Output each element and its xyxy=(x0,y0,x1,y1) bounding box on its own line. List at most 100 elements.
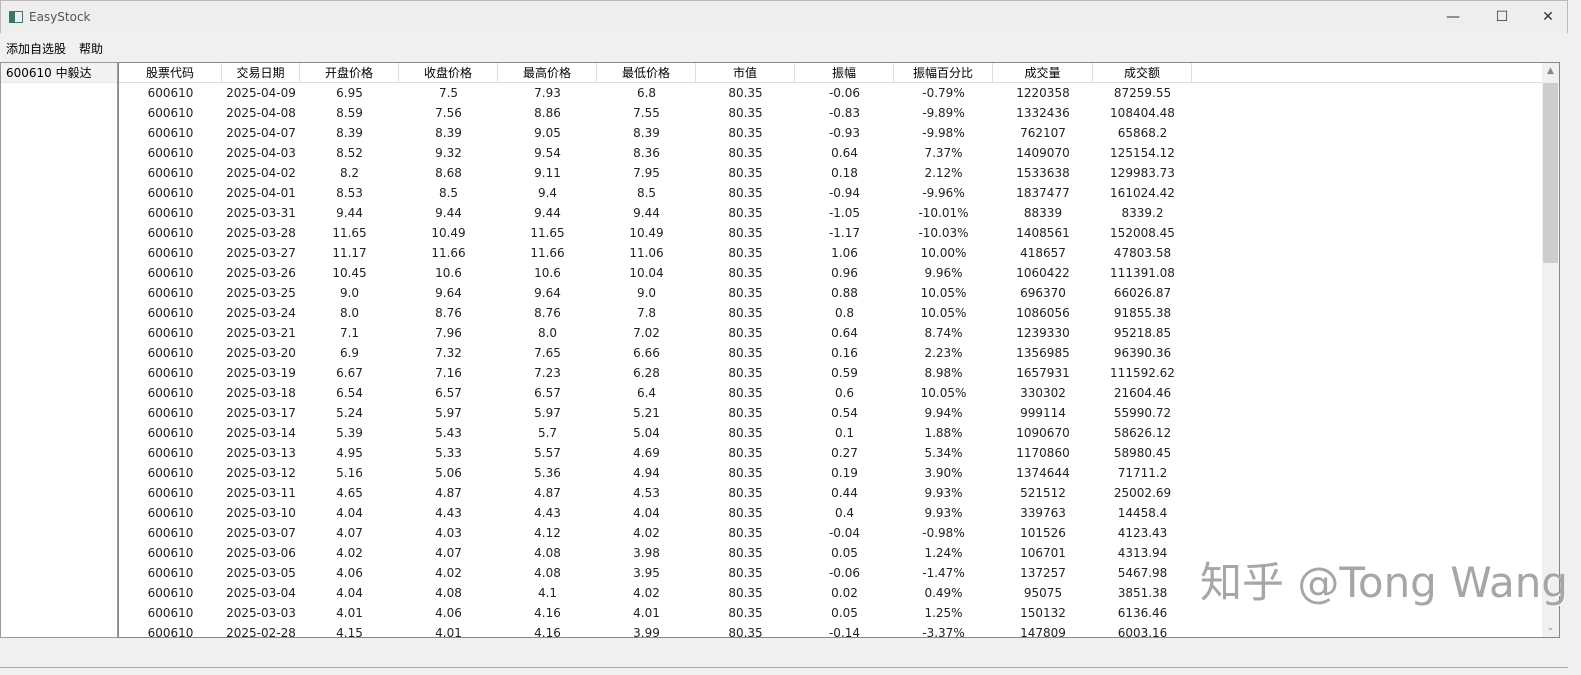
column-header[interactable]: 交易日期 xyxy=(222,63,300,83)
vertical-scrollbar[interactable]: ▲ ⌄ xyxy=(1542,63,1559,637)
table-cell: -1.17 xyxy=(828,226,861,240)
table-row[interactable]: 600610 2025-03-13 4.95 5.33 5.57 4.69 80.35 0.2… xyxy=(119,443,1543,463)
table-cell: 4.01 xyxy=(633,606,660,620)
table-cell: -1.05 xyxy=(828,206,861,220)
table-cell: 8.86 xyxy=(534,106,561,120)
table-cell: 600610 xyxy=(147,466,194,480)
column-header[interactable]: 振幅百分比 xyxy=(894,63,993,83)
column-header[interactable]: 成交量 xyxy=(993,63,1093,83)
table-row[interactable]: 600610 2025-03-26 10.45 10.6 10.6 10.04 80.35 0… xyxy=(119,263,1543,283)
table-row[interactable]: 600610 2025-03-05 4.06 4.02 4.08 3.95 80.35 -0.… xyxy=(119,563,1543,583)
table-cell: 71711.2 xyxy=(1117,466,1168,480)
table-cell: 111592.62 xyxy=(1110,366,1175,380)
table-row[interactable]: 600610 2025-04-08 8.59 7.56 8.86 7.55 80.35 -0.… xyxy=(119,103,1543,123)
column-header[interactable]: 成交额 xyxy=(1093,63,1192,83)
table-cell: 7.23 xyxy=(534,366,561,380)
table-cell: 137257 xyxy=(1020,566,1066,580)
table-cell: 1220358 xyxy=(1016,86,1070,100)
table-cell: 2025-03-14 xyxy=(226,426,296,440)
stock-list-item[interactable]: 600610 中毅达 xyxy=(1,63,117,83)
table-row[interactable]: 600610 2025-03-18 6.54 6.57 6.57 6.4 80.35 0.6 1… xyxy=(119,383,1543,403)
table-row[interactable]: 600610 2025-04-02 8.2 8.68 9.11 7.95 80.35 0.18… xyxy=(119,163,1543,183)
table-cell: 600610 xyxy=(147,586,194,600)
table-cell: 8.98% xyxy=(924,366,963,380)
table-row[interactable]: 600610 2025-03-11 4.65 4.87 4.87 4.53 80.35 0.4… xyxy=(119,483,1543,503)
table-row[interactable]: 600610 2025-03-28 11.65 10.49 11.65 10.49 80.3… xyxy=(119,223,1543,243)
table-cell: 80.35 xyxy=(728,306,763,320)
table-row[interactable]: 600610 2025-03-06 4.02 4.07 4.08 3.98 80.35 0.0… xyxy=(119,543,1543,563)
table-cell: 4.01 xyxy=(336,606,363,620)
table-cell: 4.01 xyxy=(435,626,462,638)
table-cell: 1086056 xyxy=(1016,306,1070,320)
table-cell: 5.06 xyxy=(435,466,462,480)
column-header[interactable]: 开盘价格 xyxy=(300,63,399,83)
table-row[interactable]: 600610 2025-03-17 5.24 5.97 5.97 5.21 80.35 0.5… xyxy=(119,403,1543,423)
table-row[interactable]: 600610 2025-03-14 5.39 5.43 5.7 5.04 80.35 0.1 1… xyxy=(119,423,1543,443)
table-cell: 2025-03-31 xyxy=(226,206,296,220)
table-cell: 10.05% xyxy=(920,286,967,300)
table-row[interactable]: 600610 2025-03-20 6.9 7.32 7.65 6.66 80.35 0.16… xyxy=(119,343,1543,363)
table-cell: 9.96% xyxy=(924,266,963,280)
table-row[interactable]: 600610 2025-03-21 7.1 7.96 8.0 7.02 80.35 0.64 8… xyxy=(119,323,1543,343)
table-cell: 5.97 xyxy=(435,406,462,420)
table-row[interactable]: 600610 2025-03-10 4.04 4.43 4.43 4.04 80.35 0.4… xyxy=(119,503,1543,523)
table-cell: 0.64 xyxy=(831,146,858,160)
column-header[interactable]: 振幅 xyxy=(795,63,894,83)
table-row[interactable]: 600610 2025-03-12 5.16 5.06 5.36 4.94 80.35 0.1… xyxy=(119,463,1543,483)
table-row[interactable]: 600610 2025-03-19 6.67 7.16 7.23 6.28 80.35 0.5… xyxy=(119,363,1543,383)
table-cell: 0.44 xyxy=(831,486,858,500)
table-cell: 80.35 xyxy=(728,126,763,140)
table-cell: 11.66 xyxy=(530,246,565,260)
table-cell: 600610 xyxy=(147,186,194,200)
minimize-button[interactable]: — xyxy=(1446,9,1460,25)
table-row[interactable]: 600610 2025-04-07 8.39 8.39 9.05 8.39 80.35 -0.… xyxy=(119,123,1543,143)
table-cell: 3851.38 xyxy=(1117,586,1168,600)
column-header[interactable]: 最低价格 xyxy=(597,63,696,83)
table-cell: 2025-03-12 xyxy=(226,466,296,480)
table-row[interactable]: 600610 2025-03-04 4.04 4.08 4.1 4.02 80.35 0.02… xyxy=(119,583,1543,603)
table-cell: 6.66 xyxy=(633,346,660,360)
table-cell: 4.06 xyxy=(435,606,462,620)
table-cell: 7.55 xyxy=(633,106,660,120)
table-cell: 47803.58 xyxy=(1113,246,1172,260)
table-cell: 339763 xyxy=(1020,506,1066,520)
column-header[interactable]: 股票代码 xyxy=(119,63,222,83)
table-row[interactable]: 600610 2025-03-07 4.07 4.03 4.12 4.02 80.35 -0.… xyxy=(119,523,1543,543)
table-cell: 80.35 xyxy=(728,406,763,420)
menu-help[interactable]: 帮助 xyxy=(79,42,104,56)
table-cell: 0.64 xyxy=(831,326,858,340)
table-cell: 95218.85 xyxy=(1113,326,1172,340)
table-cell: 2025-03-20 xyxy=(226,346,296,360)
table-cell: 10.04 xyxy=(629,266,664,280)
table-cell: 0.02 xyxy=(831,586,858,600)
table-cell: 1332436 xyxy=(1016,106,1070,120)
table-cell: 161024.42 xyxy=(1110,186,1175,200)
menu-add-watchlist[interactable]: 添加自选股 xyxy=(6,42,67,56)
table-row[interactable]: 600610 2025-04-09 6.95 7.5 7.93 6.8 80.35 -0.06… xyxy=(119,83,1543,103)
scroll-down-icon[interactable]: ⌄ xyxy=(1546,623,1555,633)
maximize-button[interactable]: ☐ xyxy=(1495,9,1509,25)
scroll-up-icon[interactable]: ▲ xyxy=(1547,66,1554,76)
column-header[interactable]: 市值 xyxy=(696,63,795,83)
table-row[interactable]: 600610 2025-03-24 8.0 8.76 8.76 7.8 80.35 0.8 10… xyxy=(119,303,1543,323)
table-cell: 11.17 xyxy=(332,246,367,260)
table-cell: 600610 xyxy=(147,386,194,400)
table-row[interactable]: 600610 2025-04-03 8.52 9.32 9.54 8.36 80.35 0.6… xyxy=(119,143,1543,163)
table-row[interactable]: 600610 2025-02-28 4.15 4.01 4.16 3.99 80.35 -0.… xyxy=(119,623,1543,638)
table-cell: 1.88% xyxy=(924,426,963,440)
table-row[interactable]: 600610 2025-03-31 9.44 9.44 9.44 9.44 80.35 -1.… xyxy=(119,203,1543,223)
table-row[interactable]: 600610 2025-03-25 9.0 9.64 9.64 9.0 80.35 0.88 1… xyxy=(119,283,1543,303)
close-button[interactable]: ✕ xyxy=(1542,9,1554,25)
table-cell: 2025-03-05 xyxy=(226,566,296,580)
column-header[interactable]: 收盘价格 xyxy=(399,63,498,83)
table-cell: 11.65 xyxy=(332,226,367,240)
table-row[interactable]: 600610 2025-04-01 8.53 8.5 9.4 8.5 80.35 -0.94 -… xyxy=(119,183,1543,203)
table-cell: 8.39 xyxy=(633,126,660,140)
table-row[interactable]: 600610 2025-03-27 11.17 11.66 11.66 11.06 80.3… xyxy=(119,243,1543,263)
table-cell: 600610 xyxy=(147,226,194,240)
scrollbar-thumb[interactable] xyxy=(1543,83,1558,263)
column-header[interactable]: 最高价格 xyxy=(498,63,597,83)
table-row[interactable]: 600610 2025-03-03 4.01 4.06 4.16 4.01 80.35 0.0… xyxy=(119,603,1543,623)
table-cell: 4.04 xyxy=(336,586,363,600)
table-cell: 9.64 xyxy=(435,286,462,300)
